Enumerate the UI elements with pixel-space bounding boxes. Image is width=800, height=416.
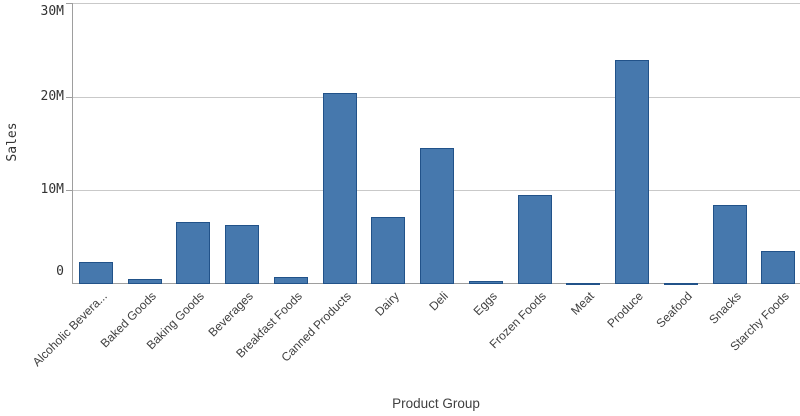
bar-starchy-foods[interactable] [761, 251, 795, 284]
gridline-30m [72, 2, 800, 4]
bar-eggs[interactable] [469, 281, 503, 284]
bar-baking-goods[interactable] [176, 222, 210, 284]
bar-canned-products[interactable] [323, 93, 357, 284]
bar-frozen-foods[interactable] [518, 195, 552, 284]
bar-baked-goods[interactable] [128, 279, 162, 284]
bar-seafood[interactable] [664, 283, 698, 285]
bar-meat[interactable] [566, 283, 600, 285]
y-tick-mark-30m [66, 2, 72, 4]
y-tick-label-10m: 10M [40, 182, 64, 197]
x-axis-title: Product Group [392, 396, 480, 411]
y-axis-title: Sales [5, 122, 20, 162]
bar-produce[interactable] [615, 60, 649, 284]
y-tick-mark-20m [66, 96, 72, 98]
bar-beverages[interactable] [225, 225, 259, 284]
bar-breakfast-foods[interactable] [274, 277, 308, 284]
y-tick-label-20m: 20M [40, 88, 64, 104]
y-tick-mark-10m [66, 189, 72, 191]
bar-dairy[interactable] [371, 217, 405, 284]
bar-deli[interactable] [420, 148, 454, 284]
gridline-20m [72, 96, 800, 98]
y-axis-line [72, 3, 73, 284]
bar-snacks[interactable] [713, 205, 747, 284]
bar-alcoholic-bevera[interactable] [79, 262, 113, 284]
y-tick-label-0: 0 [56, 264, 64, 279]
y-tick-label-30m: 30M [40, 4, 64, 19]
